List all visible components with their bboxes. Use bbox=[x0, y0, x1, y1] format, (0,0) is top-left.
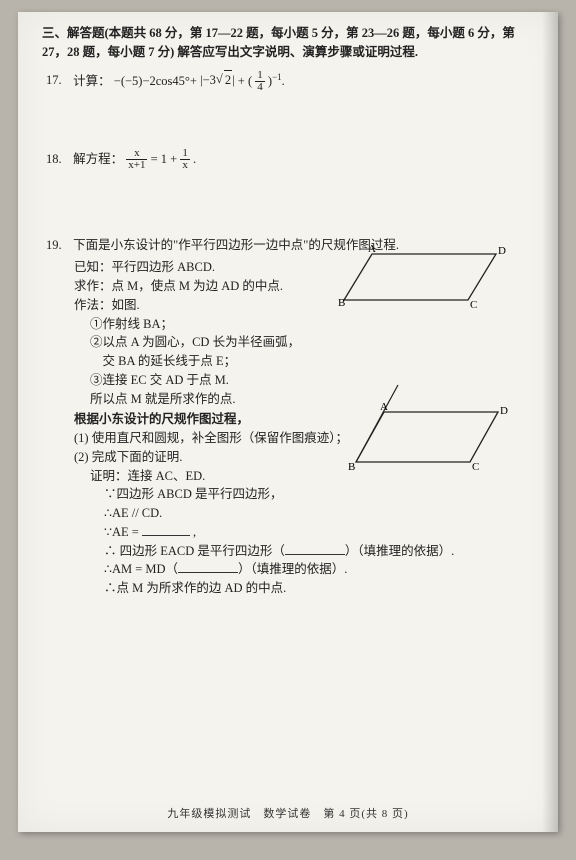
parallelogram-1-svg: A D B C bbox=[338, 244, 508, 314]
blank-ae bbox=[142, 523, 190, 536]
svg-text:D: D bbox=[500, 405, 508, 417]
q19-number: 19. bbox=[46, 236, 70, 255]
proof-line-5: ∴AM = MD（）（填推理的依据）. bbox=[104, 560, 536, 579]
workspace-17 bbox=[46, 102, 536, 148]
proof-line-2: ∴AE // CD. bbox=[104, 504, 536, 523]
proof-line-1: ∵四边形 ABCD 是平行四边形， bbox=[104, 485, 536, 504]
workspace-18 bbox=[46, 180, 536, 232]
q19-step-2a: ②以点 A 为圆心，CD 长为半径画弧， bbox=[90, 333, 536, 352]
page-edge-shadow bbox=[542, 12, 558, 832]
question-18: 18. 解方程： x x+1 = 1 + 1 x . bbox=[46, 148, 536, 172]
svg-text:C: C bbox=[472, 461, 479, 473]
proof-line-4: ∴ 四边形 EACD 是平行四边形（）（填推理的依据）. bbox=[104, 542, 536, 561]
section-heading: 三、解答题(本题共 68 分，第 17—22 题，每小题 5 分，第 23—26… bbox=[42, 24, 536, 62]
q18-rhs: 1 x bbox=[180, 148, 190, 172]
q18-number: 18. bbox=[46, 150, 70, 169]
figure-2: A D B C bbox=[326, 368, 508, 484]
svg-text:A: A bbox=[380, 401, 388, 413]
exam-page: 三、解答题(本题共 68 分，第 17—22 题，每小题 5 分，第 23—26… bbox=[18, 12, 558, 832]
figure-1: A D B C bbox=[338, 244, 508, 320]
q18-lhs: x x+1 bbox=[126, 148, 147, 172]
q17-frac: 1 4 bbox=[255, 70, 265, 94]
svg-text:D: D bbox=[498, 245, 506, 257]
proof-line-3: ∵AE = , bbox=[104, 523, 536, 542]
blank-reason-1 bbox=[285, 542, 345, 555]
question-19: 19. 下面是小东设计的"作平行四边形一边中点"的尺规作图过程. A D B C… bbox=[46, 236, 536, 598]
svg-text:B: B bbox=[348, 461, 355, 473]
sqrt-icon: 2 bbox=[216, 70, 232, 90]
svg-text:A: A bbox=[368, 244, 376, 255]
q18-label: 解方程： bbox=[73, 152, 123, 166]
q17-pow: −1 bbox=[272, 71, 282, 81]
parallelogram-2-svg: A D B C bbox=[326, 368, 508, 478]
q17-number: 17. bbox=[46, 71, 70, 90]
question-17: 17. 计算： −(−5)−2cos45°+ |−32| + ( 1 4 )−1… bbox=[46, 70, 536, 94]
page-footer: 九年级模拟测试 数学试卷 第 4 页(共 8 页) bbox=[18, 806, 558, 823]
q17-abs: |−32| bbox=[200, 73, 235, 87]
proof-line-6: ∴点 M 为所求作的边 AD 的中点. bbox=[104, 579, 536, 598]
q17-label: 计算： bbox=[73, 73, 111, 87]
blank-reason-2 bbox=[178, 561, 238, 574]
q17-expr-prefix: −(−5)−2cos45°+ bbox=[114, 73, 197, 87]
svg-text:B: B bbox=[338, 297, 345, 309]
svg-text:C: C bbox=[470, 299, 477, 311]
